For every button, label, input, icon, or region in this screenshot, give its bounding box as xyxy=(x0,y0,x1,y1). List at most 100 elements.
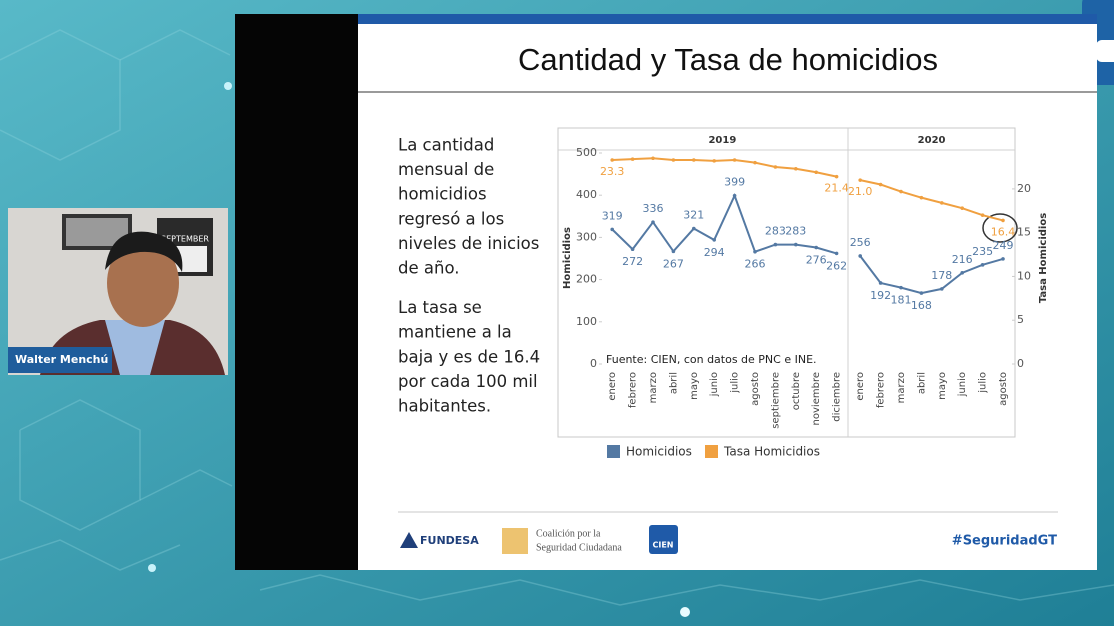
point xyxy=(834,251,839,256)
series-line xyxy=(612,157,837,178)
chart: 0 100 200 300 400 500 0 5 10 15 20 2019 enero febrero… xyxy=(576,135,1031,459)
y-tick-label: 200 xyxy=(576,273,597,286)
body-text-line: mensual de xyxy=(398,160,494,179)
point xyxy=(671,249,676,254)
point xyxy=(753,160,757,165)
point xyxy=(899,189,903,194)
x-tick-label: febrero xyxy=(628,372,639,408)
y-tick-label: 400 xyxy=(576,188,597,201)
point xyxy=(651,220,655,225)
chart-source: Fuente: CIEN, con datos de PNC e INE. xyxy=(606,353,817,366)
body-text-line: por cada 100 mil xyxy=(398,372,538,391)
legend-label: Homicidios xyxy=(626,445,692,459)
y-axis-label: Homicidios xyxy=(562,227,573,289)
point xyxy=(834,174,839,179)
point xyxy=(899,285,903,290)
body-text-line: La cantidad xyxy=(398,136,494,155)
x-tick-label: mayo xyxy=(689,372,700,400)
y-tick-label: 500 xyxy=(576,146,597,159)
x-tick-label: noviembre xyxy=(811,372,822,425)
point xyxy=(794,166,798,171)
x-tick-label: julio xyxy=(730,372,741,394)
series-line xyxy=(611,192,837,255)
x-tick-label: julio xyxy=(978,372,989,394)
face xyxy=(107,239,179,327)
value-label: 192 xyxy=(870,289,891,302)
point xyxy=(610,227,614,232)
value-label: 276 xyxy=(806,254,827,267)
value-label: 336 xyxy=(643,202,664,215)
value-label: 267 xyxy=(663,257,684,270)
x-tick-label: diciembre xyxy=(832,372,843,422)
point xyxy=(753,249,757,254)
point xyxy=(814,170,818,175)
value-label: 321 xyxy=(683,209,704,222)
y-tick-label: 0 xyxy=(590,357,597,370)
point xyxy=(1001,257,1005,261)
value-label: 249 xyxy=(993,239,1014,252)
name-tag xyxy=(8,347,112,373)
value-label: 319 xyxy=(602,209,623,222)
chart-frame xyxy=(557,127,1016,438)
point xyxy=(712,159,716,163)
point xyxy=(1001,218,1005,223)
y-tick-label: 300 xyxy=(576,230,597,243)
value-label: 256 xyxy=(850,236,871,249)
x-tick-label: agosto xyxy=(998,372,1009,406)
legend-swatch xyxy=(705,445,718,458)
point xyxy=(610,158,614,162)
hair xyxy=(105,231,183,272)
point xyxy=(878,281,883,285)
corner-logo-part xyxy=(1096,40,1114,62)
x-tick-label: junio xyxy=(957,372,968,397)
point xyxy=(858,178,862,182)
body-text-line: baja y es de 16.4 xyxy=(398,347,540,366)
point xyxy=(940,287,944,291)
value-label: 294 xyxy=(704,246,725,259)
point xyxy=(980,263,985,267)
slide-title: Cantidad y Tasa de homicidios xyxy=(518,42,938,77)
y2-tick-label: 0 xyxy=(1017,357,1024,370)
hashtag: #SeguridadGT xyxy=(952,534,1057,549)
value-label: 262 xyxy=(826,259,847,272)
body-text-line: homicidios xyxy=(398,185,487,204)
x-tick-label: marzo xyxy=(648,372,659,403)
point xyxy=(630,157,635,161)
x-tick-label: septiembre xyxy=(770,372,781,429)
x-tick-label: junio xyxy=(709,372,720,397)
value-label: 168 xyxy=(911,299,932,312)
fundesa-icon xyxy=(400,532,418,548)
value-label: 21.0 xyxy=(848,185,873,198)
y2-axis-label: Tasa Homicidios xyxy=(1038,213,1049,303)
collar xyxy=(105,320,165,375)
x-tick-label: enero xyxy=(855,372,866,401)
value-label: 399 xyxy=(724,176,745,189)
value-label: 283 xyxy=(765,225,786,238)
body-text-line: de año. xyxy=(398,259,460,278)
value-label: 181 xyxy=(891,294,912,307)
value-label: 21.4 xyxy=(824,182,849,195)
x-tick-label: octubre xyxy=(791,372,802,410)
point xyxy=(814,245,818,250)
legend-label: Tasa Homicidios xyxy=(723,445,820,459)
glow-dot xyxy=(148,564,156,572)
point xyxy=(858,254,862,258)
cien-icon xyxy=(649,525,678,554)
point xyxy=(651,156,655,161)
point xyxy=(960,271,964,275)
point xyxy=(980,213,985,217)
value-label: 272 xyxy=(622,255,643,268)
x-tick-label: febrero xyxy=(876,372,887,408)
legend-swatch xyxy=(607,445,620,458)
panel-title: 2020 xyxy=(918,135,946,146)
webcam: SEPTEMBER Walter Menchú xyxy=(8,208,228,375)
value-label: 16.4 xyxy=(991,225,1016,238)
body-text-line: regresó a los xyxy=(398,209,504,228)
point xyxy=(794,242,798,247)
point xyxy=(692,226,696,231)
y2-tick-label: 15 xyxy=(1017,226,1031,239)
fundesa-logo: FUNDESA xyxy=(420,534,479,547)
series-line xyxy=(859,179,1004,222)
point xyxy=(878,182,883,187)
